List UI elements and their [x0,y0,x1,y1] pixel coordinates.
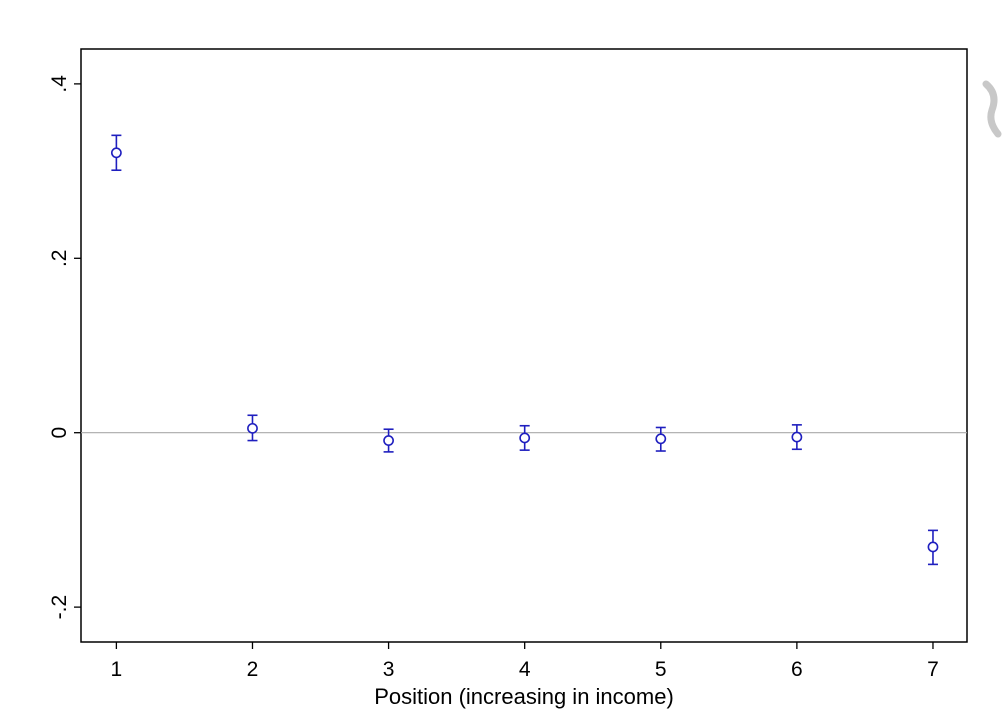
data-point [791,431,803,443]
y-tick-label: .2 [48,250,71,268]
y-tick-label: -.2 [48,595,71,620]
data-point [110,147,122,159]
data-point [655,433,667,445]
y-tick-label: .4 [48,75,71,93]
data-point [519,432,531,444]
x-tick-label: 4 [519,658,531,681]
y-tick-label: 0 [48,427,71,439]
x-tick-label: 7 [927,658,939,681]
data-point [247,422,258,434]
data-point [927,541,939,553]
x-tick-label: 1 [111,658,123,681]
data-point [383,435,394,446]
x-axis-title: Position (increasing in income) [374,684,674,709]
page-edge-mark [982,80,1002,138]
plot-frame [80,48,968,643]
x-tick-label: 5 [655,658,667,681]
x-tick-label: 6 [791,658,803,681]
x-tick-label: 2 [247,658,259,681]
x-tick-label: 3 [383,658,395,681]
plot-layer: -.2 0 .2 .4 1 2 3 4 5 6 7 [48,48,968,681]
